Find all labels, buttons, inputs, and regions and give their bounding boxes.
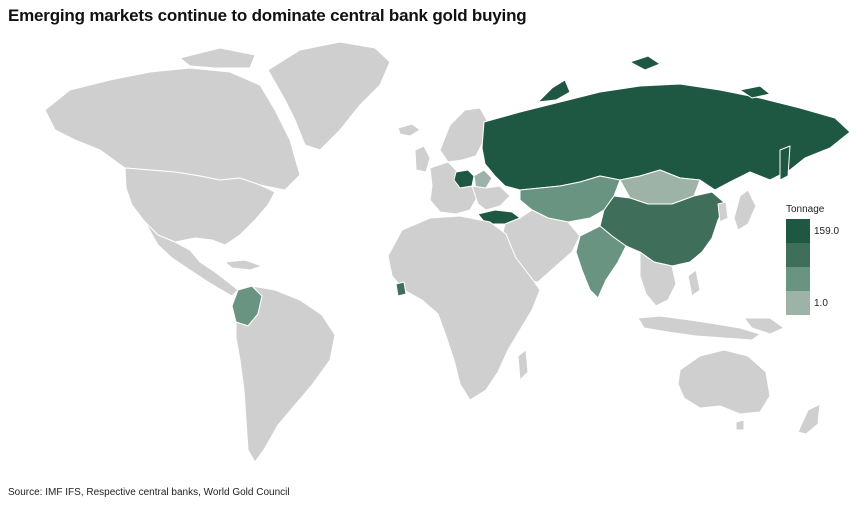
eastern-europe: [471, 185, 511, 211]
legend-item: 159.0: [786, 219, 858, 243]
philippines: [687, 269, 701, 297]
ghana: [395, 281, 407, 297]
scandinavia: [439, 107, 489, 163]
russian-arctic-islands: [537, 55, 791, 181]
map-legend: Tonnage 159.0 1.0: [786, 204, 858, 315]
legend-item: 1.0: [786, 291, 858, 315]
indonesia: [637, 315, 761, 341]
iceland: [397, 123, 421, 137]
australia: [677, 349, 771, 415]
southeast-asia: [639, 251, 677, 307]
legend-swatch: [786, 243, 810, 267]
legend-swatch: [786, 291, 810, 315]
legend-label: 1.0: [814, 297, 828, 309]
caribbean: [224, 259, 263, 271]
japan: [733, 189, 757, 231]
greenland: [267, 41, 391, 151]
south-america: [235, 285, 336, 463]
madagascar: [517, 349, 529, 381]
korea: [717, 201, 729, 223]
legend-swatch: [786, 219, 810, 243]
legend-swatch: [786, 267, 810, 291]
source-note: Source: IMF IFS, Respective central bank…: [8, 487, 290, 498]
papua-new-guinea: [743, 317, 785, 335]
india: [575, 225, 627, 299]
chart-title: Emerging markets continue to dominate ce…: [8, 6, 527, 25]
africa: [387, 215, 541, 401]
legend-item: [786, 267, 858, 291]
north-america-north: [44, 67, 301, 191]
new-zealand: [797, 403, 821, 435]
western-europe: [429, 161, 479, 215]
tasmania: [735, 419, 745, 431]
legend-item: [786, 243, 858, 267]
uk-ireland: [414, 145, 431, 173]
arctic-islands: [179, 47, 256, 69]
legend-title: Tonnage: [786, 204, 825, 215]
legend-label: 159.0: [814, 225, 840, 237]
